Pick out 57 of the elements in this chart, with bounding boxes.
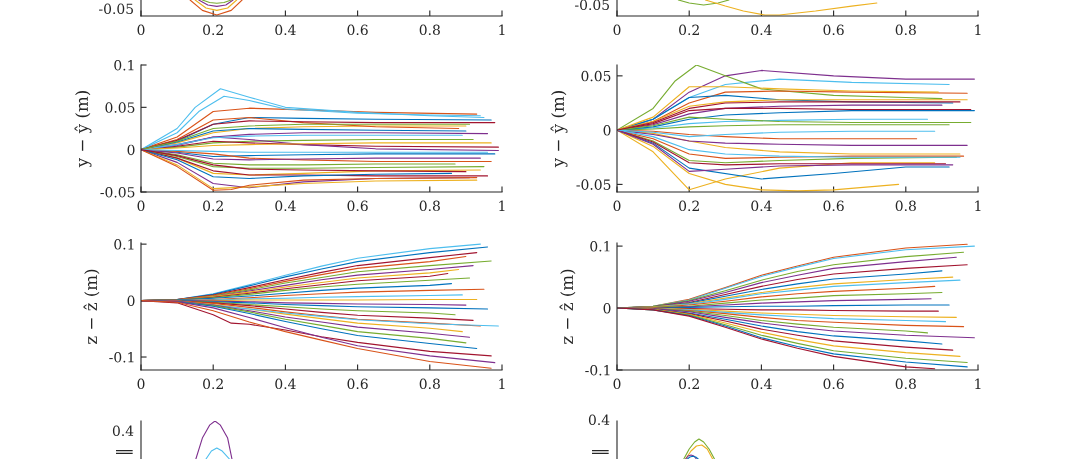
y-axis-title: ‖ — [116, 450, 133, 455]
x-tick-label: 0.6 — [823, 24, 844, 36]
y-axis-title: ‖ — [592, 450, 609, 455]
x-tick-label: 0.2 — [203, 24, 223, 36]
y-axis-title: z − ẑ (m) — [83, 269, 100, 344]
text: 0.4 — [588, 414, 610, 426]
x-tick-label: 0 — [613, 378, 621, 390]
x-tick-label: 0.6 — [823, 200, 844, 212]
x-tick-label: 0.6 — [347, 378, 368, 390]
x-tick-label: 0.8 — [419, 378, 440, 390]
x-tick-label: 0.8 — [419, 200, 440, 212]
x-tick-label: 0 — [137, 200, 145, 212]
x-tick-label: 0.2 — [203, 378, 223, 390]
y-tick-label: 0 — [603, 125, 611, 136]
y-tick-label: 0 — [127, 295, 135, 307]
x-tick-label: 0.4 — [275, 24, 296, 36]
x-tick-label: 0.4 — [275, 200, 296, 212]
x-tick-label: 0.8 — [895, 200, 916, 212]
y-tick-label: -0.05 — [100, 186, 135, 198]
x-tick-label: 0.2 — [203, 200, 223, 212]
x-tick-label: 0 — [613, 200, 621, 212]
x-tick-label: 0.4 — [275, 378, 296, 390]
y-tick-label: 0.1 — [114, 239, 134, 250]
x-tick-label: 0.8 — [419, 24, 440, 36]
y-axis-title: z − ẑ (m) — [559, 269, 576, 344]
x-tick-label: 0.6 — [823, 378, 844, 390]
x-tick-label: 1 — [975, 24, 981, 35]
y-tick-label: -0.05 — [576, 179, 611, 190]
x-tick-label: 1 — [499, 24, 505, 35]
x-tick-label: 0.2 — [679, 200, 699, 212]
x-tick-label: 0 — [137, 378, 145, 390]
y-axis-title: y − ŷ (m) — [550, 91, 568, 168]
y-tick-label: 0.1 — [590, 241, 610, 252]
x-tick-label: 0.4 — [751, 200, 772, 212]
y-tick-label: -0.1 — [585, 364, 610, 376]
x-tick-label: 0.4 — [751, 24, 772, 36]
x-tick-label: 0.6 — [347, 24, 368, 36]
y-tick-label: 0 — [603, 303, 611, 314]
text: 0.4 — [112, 425, 134, 437]
x-tick-label: 0.2 — [679, 378, 699, 390]
y-tick-label: -0.1 — [109, 351, 134, 363]
x-tick-label: 0 — [137, 24, 145, 36]
x-tick-label: 0 — [613, 24, 621, 36]
y-tick-label: 0.1 — [114, 59, 134, 71]
x-tick-label: 1 — [975, 378, 981, 389]
x-tick-label: 0.8 — [895, 378, 916, 390]
x-tick-label: 0.6 — [347, 200, 368, 212]
x-tick-label: 0.8 — [895, 24, 916, 36]
x-tick-label: 0.4 — [751, 378, 772, 390]
y-axis-title: y − ŷ (m) — [74, 91, 92, 168]
y-tick-label: 0.05 — [581, 70, 611, 82]
x-tick-label: 1 — [499, 378, 505, 389]
y-tick-label: 0.05 — [105, 102, 135, 113]
y-tick-label: 0 — [127, 144, 135, 156]
x-tick-label: 1 — [975, 200, 981, 211]
x-tick-label: 0.2 — [679, 24, 699, 36]
x-tick-label: 1 — [499, 200, 505, 211]
